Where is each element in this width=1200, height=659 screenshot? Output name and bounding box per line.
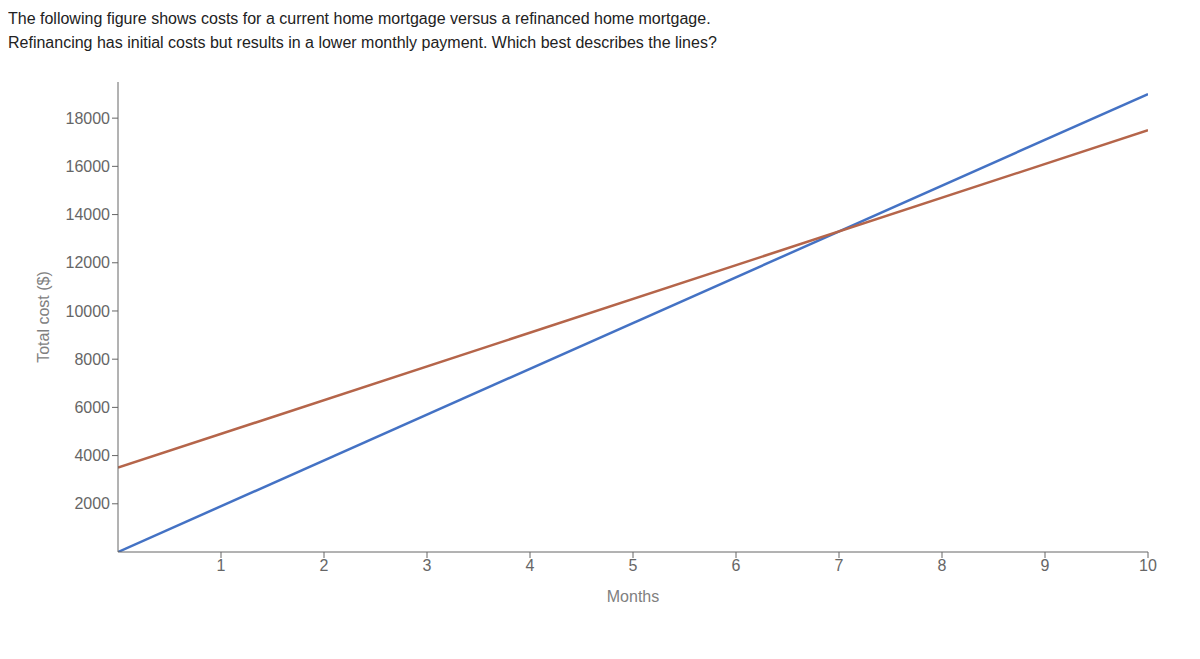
svg-text:10000: 10000: [66, 303, 111, 320]
svg-text:2000: 2000: [74, 495, 110, 512]
svg-text:3: 3: [423, 557, 432, 574]
svg-text:Total cost ($): Total cost ($): [35, 271, 52, 363]
svg-text:10: 10: [1139, 557, 1157, 574]
svg-text:14000: 14000: [66, 206, 111, 223]
svg-text:2: 2: [320, 557, 329, 574]
svg-text:9: 9: [1041, 557, 1050, 574]
svg-text:Months: Months: [607, 588, 659, 605]
svg-text:1: 1: [217, 557, 226, 574]
svg-text:18000: 18000: [66, 110, 111, 127]
svg-text:4000: 4000: [74, 447, 110, 464]
html-text:The following figure shows cos: The following figure shows costs for a c…: [8, 10, 711, 27]
svg-text:12000: 12000: [66, 254, 111, 271]
svg-text:4: 4: [526, 557, 535, 574]
svg-text:6000: 6000: [74, 399, 110, 416]
svg-text:8000: 8000: [74, 351, 110, 368]
html-text:Refinancing has initial costs: Refinancing has initial costs but result…: [8, 34, 717, 51]
svg-text:16000: 16000: [66, 158, 111, 175]
svg-text:8: 8: [938, 557, 947, 574]
svg-text:5: 5: [629, 557, 638, 574]
svg-text:6: 6: [732, 557, 741, 574]
svg-text:7: 7: [835, 557, 844, 574]
